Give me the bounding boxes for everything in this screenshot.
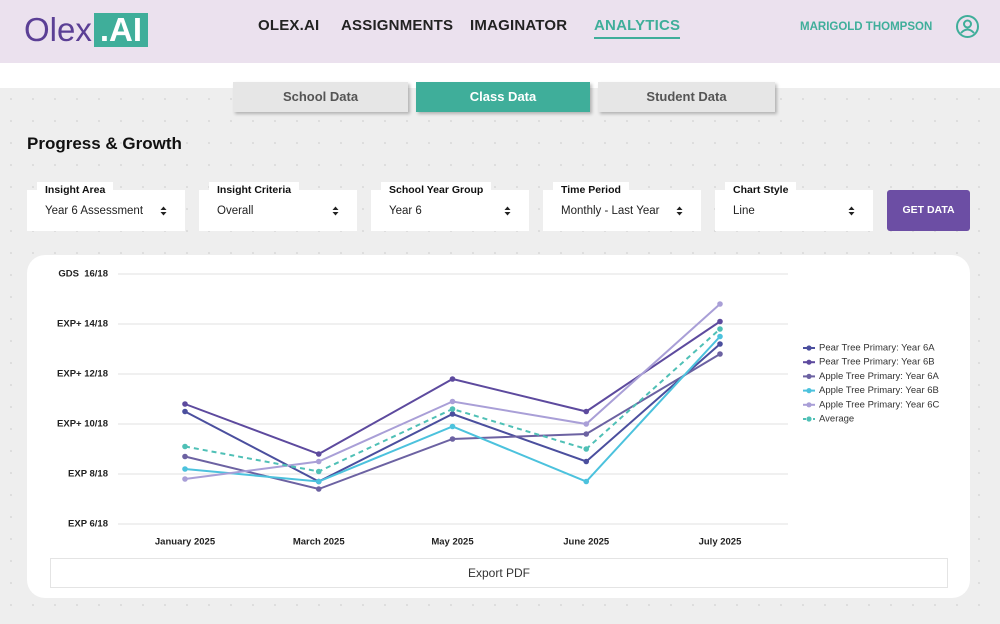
- legend-label: Pear Tree Primary: Year 6A: [819, 343, 935, 354]
- select-caret: [332, 206, 339, 216]
- point: [182, 476, 188, 482]
- y-tick-label: EXP+ 10/18: [57, 419, 108, 430]
- filter-value: Line: [733, 205, 755, 217]
- point: [449, 436, 456, 442]
- legend-label: Apple Tree Primary: Year 6C: [819, 399, 940, 410]
- header: Olex .AI OLEX.AI ASSIGNMENTS IMAGINATOR …: [0, 0, 1000, 63]
- y-tick-label: EXP+ 12/18: [57, 369, 108, 380]
- filter-label: Insight Criteria: [209, 182, 300, 196]
- legend-marker: [806, 388, 812, 394]
- point: [315, 458, 322, 465]
- filter-label: Time Period: [553, 182, 629, 196]
- get-data-button[interactable]: GET DATA: [887, 190, 970, 231]
- point: [182, 443, 188, 450]
- logo-badge: .AI: [93, 13, 149, 47]
- legend-marker: [806, 359, 812, 365]
- point: [717, 301, 723, 307]
- point: [583, 421, 590, 427]
- point: [717, 333, 723, 340]
- legend-marker: [806, 402, 812, 408]
- x-tick-label: July 2025: [699, 537, 742, 548]
- point: [583, 478, 590, 485]
- legend-marker: [806, 373, 812, 379]
- point: [583, 458, 590, 465]
- y-tick-label: EXP 6/18: [68, 519, 108, 530]
- point: [182, 408, 188, 415]
- y-tick-label: EXP 8/18: [68, 469, 108, 480]
- filter-value: Year 6 Assessment: [45, 205, 144, 217]
- point: [449, 406, 456, 412]
- point: [449, 411, 456, 417]
- point: [182, 466, 188, 472]
- point: [182, 401, 188, 407]
- filter-select[interactable]: School Year Group Year 6: [371, 182, 529, 231]
- filter-label: School Year Group: [381, 182, 492, 196]
- filter-value: Overall: [217, 205, 254, 217]
- point: [583, 408, 590, 415]
- point: [717, 351, 723, 357]
- section-title: Progress & Growth: [27, 134, 182, 153]
- point: [717, 326, 723, 332]
- filter-select[interactable]: Insight Area Year 6 Assessment: [27, 182, 185, 231]
- point: [449, 423, 456, 430]
- filter-select[interactable]: Chart Style Line: [715, 182, 873, 231]
- filter-label: Chart Style: [725, 182, 797, 196]
- select-caret: [504, 206, 511, 216]
- nav-link[interactable]: ANALYTICS: [594, 17, 681, 39]
- logo-text: Olex: [24, 11, 92, 48]
- x-tick-label: May 2025: [431, 537, 474, 548]
- chart-card: [27, 255, 970, 598]
- point: [315, 468, 322, 475]
- select-caret: [676, 206, 683, 216]
- point: [449, 376, 456, 382]
- tab[interactable]: School Data: [233, 82, 408, 112]
- point: [583, 446, 590, 452]
- point: [315, 451, 322, 457]
- point: [449, 398, 456, 405]
- point: [315, 478, 322, 485]
- legend-label: Average: [819, 414, 854, 425]
- select-caret: [160, 206, 167, 216]
- point: [583, 431, 590, 437]
- y-tick-label: GDS 16/18: [58, 269, 108, 280]
- tab[interactable]: Student Data: [598, 82, 775, 112]
- logo[interactable]: Olex .AI: [24, 11, 149, 49]
- export-button[interactable]: Export PDF: [50, 558, 948, 588]
- x-tick-label: January 2025: [155, 537, 216, 548]
- filter-label: Insight Area: [37, 182, 114, 196]
- point: [182, 453, 188, 460]
- filter-select[interactable]: Time Period Monthly - Last Year: [543, 182, 701, 231]
- point: [717, 318, 723, 325]
- user-icon[interactable]: [955, 14, 980, 39]
- legend-label: Apple Tree Primary: Year 6B: [819, 385, 939, 396]
- y-tick-label: EXP+ 14/18: [57, 319, 108, 330]
- filter-select[interactable]: Insight Criteria Overall: [199, 182, 357, 231]
- user-name[interactable]: MARIGOLD THOMPSON: [800, 21, 933, 33]
- legend-marker: [806, 345, 812, 351]
- filter-value: Monthly - Last Year: [561, 205, 660, 217]
- x-tick-label: June 2025: [563, 537, 610, 548]
- legend-marker: [806, 416, 812, 422]
- select-caret: [848, 206, 855, 216]
- legend-label: Pear Tree Primary: Year 6B: [819, 357, 935, 368]
- nav-link[interactable]: IMAGINATOR: [470, 17, 568, 34]
- nav-link[interactable]: ASSIGNMENTS: [341, 17, 454, 34]
- filter-value: Year 6: [389, 205, 422, 217]
- x-tick-label: March 2025: [293, 537, 345, 548]
- series-line: [184, 320, 721, 456]
- nav-link[interactable]: OLEX.AI: [258, 17, 320, 34]
- tab[interactable]: Class Data: [416, 82, 590, 112]
- point: [315, 486, 322, 492]
- legend-label: Apple Tree Primary: Year 6A: [819, 371, 940, 382]
- point: [717, 341, 723, 347]
